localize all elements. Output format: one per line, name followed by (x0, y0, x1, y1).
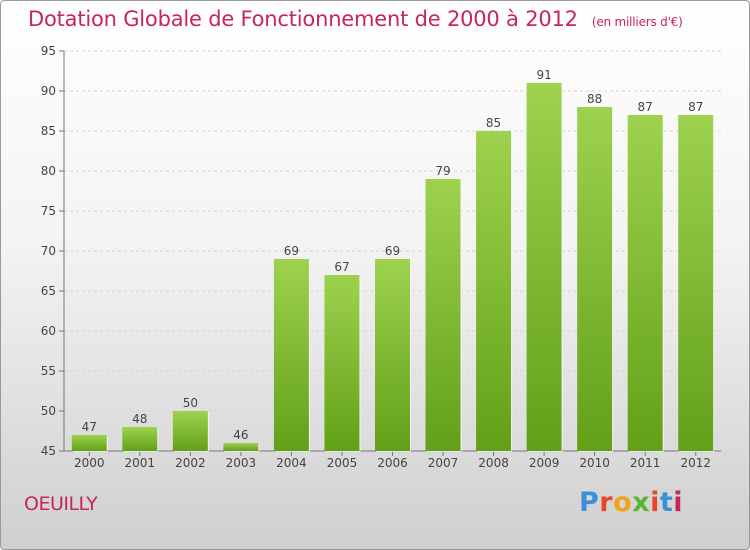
y-tick-label: 50 (41, 404, 56, 418)
x-tick-label: 2004 (276, 456, 307, 470)
y-tick-label: 80 (41, 164, 56, 178)
bar (324, 275, 360, 451)
x-tick-label: 2009 (529, 456, 560, 470)
y-tick-label: 45 (41, 444, 56, 458)
y-tick-label: 75 (41, 204, 56, 218)
bar-value-label: 69 (385, 244, 400, 258)
bar (71, 435, 107, 451)
bar-value-label: 85 (486, 116, 501, 130)
bar-value-label: 69 (284, 244, 299, 258)
chart-title: Dotation Globale de Fonctionnement de 20… (28, 7, 683, 31)
bar (678, 115, 714, 451)
logo-letter: t (659, 487, 674, 518)
bar (172, 411, 208, 451)
x-tick-label: 2012 (680, 456, 711, 470)
labels: 45 50 55 60 65 70 75 80 85 90 95 47 2000 48 2001 50 2002… (41, 44, 711, 470)
x-tick-label: 2007 (428, 456, 459, 470)
chart-title-text: Dotation Globale de Fonctionnement de 20… (28, 7, 578, 31)
x-tick-label: 2000 (74, 456, 105, 470)
y-tick-label: 65 (41, 284, 56, 298)
logo-letter: o (613, 487, 633, 518)
y-tick-label: 55 (41, 364, 56, 378)
x-tick-label: 2008 (478, 456, 509, 470)
y-tick-label: 95 (41, 44, 56, 58)
x-tick-label: 2011 (630, 456, 661, 470)
bars (71, 83, 715, 452)
bar (577, 107, 613, 451)
x-tick-label: 2001 (125, 456, 156, 470)
bar (526, 83, 562, 451)
x-tick-label: 2005 (327, 456, 358, 470)
y-tick-label: 90 (41, 84, 56, 98)
bar (425, 179, 461, 451)
bar-value-label: 47 (82, 420, 97, 434)
x-tick-label: 2003 (226, 456, 257, 470)
bar-value-label: 91 (536, 68, 551, 82)
x-tick-label: 2010 (579, 456, 610, 470)
y-tick-label: 85 (41, 124, 56, 138)
proxiti-logo[interactable]: Proxiti (579, 487, 683, 518)
commune-name: OEUILLY (24, 493, 98, 515)
bar (375, 259, 410, 451)
bar-value-label: 67 (334, 260, 349, 274)
x-tick-label: 2002 (175, 456, 206, 470)
bar (476, 131, 512, 451)
logo-letter: x (632, 487, 651, 518)
y-tick-label: 70 (41, 244, 56, 258)
bar-value-label: 87 (688, 100, 703, 114)
bar-value-label: 88 (587, 92, 602, 106)
bar-value-label: 50 (183, 396, 198, 410)
y-tick-label: 60 (41, 324, 56, 338)
bar (273, 259, 309, 451)
bar (223, 443, 259, 451)
bar-value-label: 79 (435, 164, 450, 178)
bar (122, 427, 158, 451)
logo-letter: r (599, 487, 614, 518)
bar (627, 115, 663, 451)
unit-note: (en milliers d'€) (591, 15, 683, 29)
bar-value-label: 48 (132, 412, 147, 426)
bar-value-label: 46 (233, 428, 248, 442)
logo-letter: i (650, 487, 660, 518)
x-tick-label: 2006 (377, 456, 408, 470)
logo-letter: i (673, 487, 684, 518)
bar-value-label: 87 (638, 100, 653, 114)
logo-letter: P (579, 487, 600, 518)
